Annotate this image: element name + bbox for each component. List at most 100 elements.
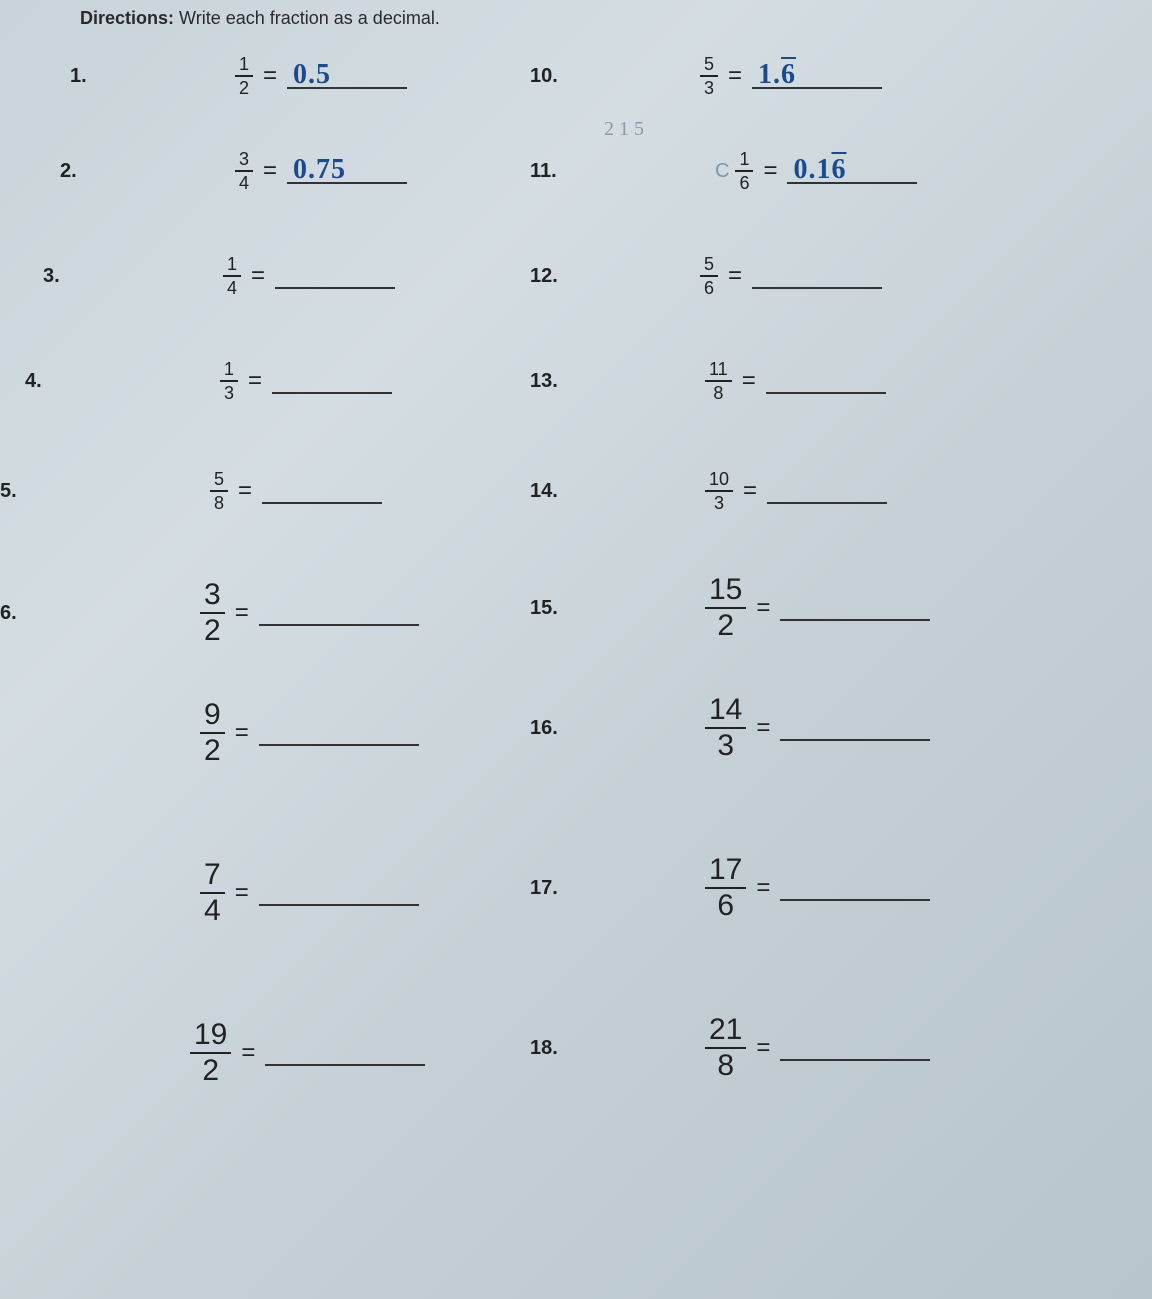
problem-number: 3. xyxy=(43,265,83,288)
answer-blank[interactable] xyxy=(262,478,382,504)
equals-sign: = xyxy=(235,879,249,907)
equals-sign: = xyxy=(728,62,742,90)
numerator: 1 xyxy=(735,150,753,172)
problem-number: 10. xyxy=(530,65,575,88)
answer-blank[interactable] xyxy=(272,368,392,394)
fraction: 5 8 xyxy=(210,470,228,512)
numerator: 5 xyxy=(700,255,718,277)
problem: 4. 1 3 = xyxy=(25,360,392,402)
denominator: 3 xyxy=(700,77,718,97)
denominator: 8 xyxy=(713,1049,738,1081)
numerator: 14 xyxy=(705,695,746,729)
numerator: 17 xyxy=(705,855,746,889)
equals-sign: = xyxy=(241,1039,255,1067)
directions-text: Write each fraction as a decimal. xyxy=(179,8,440,28)
equals-sign: = xyxy=(742,367,756,395)
answer-blank[interactable] xyxy=(259,600,419,626)
fraction: 11 8 xyxy=(705,360,732,402)
fraction: 21 8 xyxy=(705,1015,746,1081)
numerator: 1 xyxy=(223,255,241,277)
problem: 11. C 1 6 = 0.16 xyxy=(530,150,917,192)
problem: 13. 11 8 = xyxy=(530,360,886,402)
numerator: 9 xyxy=(200,700,225,734)
denominator: 2 xyxy=(713,609,738,641)
answer-blank[interactable]: 1.6 xyxy=(752,63,882,89)
fraction: 1 6 xyxy=(735,150,753,192)
equals-sign: = xyxy=(251,262,265,290)
denominator: 4 xyxy=(200,894,225,926)
fraction: 5 3 xyxy=(700,55,718,97)
fraction: 3 2 xyxy=(200,580,225,646)
directions: Directions: Write each fraction as a dec… xyxy=(80,8,440,29)
numerator: 10 xyxy=(705,470,733,492)
equals-sign: = xyxy=(743,477,757,505)
answer-blank[interactable] xyxy=(780,875,930,901)
fraction: 1 3 xyxy=(220,360,238,402)
answer-blank[interactable] xyxy=(275,263,395,289)
handwritten-answer: 0.16 xyxy=(793,154,846,186)
problem: 12. 5 6 = xyxy=(530,255,882,297)
directions-label: Directions: xyxy=(80,8,174,28)
handwritten-answer: 0.5 xyxy=(293,59,331,91)
answer-blank[interactable] xyxy=(766,368,886,394)
answer-blank[interactable] xyxy=(767,478,887,504)
denominator: 3 xyxy=(220,382,238,402)
answer-blank[interactable] xyxy=(259,720,419,746)
problem: 10. 5 3 = 1.6 xyxy=(530,55,882,97)
problem: 7 4 = xyxy=(0,860,419,926)
fraction: 3 4 xyxy=(235,150,253,192)
denominator: 8 xyxy=(210,492,228,512)
numerator: 7 xyxy=(200,860,225,894)
denominator: 3 xyxy=(713,729,738,761)
denominator: 8 xyxy=(709,382,727,402)
equals-sign: = xyxy=(756,1034,770,1062)
handwritten-answer: 0.75 xyxy=(293,154,346,186)
equals-sign: = xyxy=(235,599,249,627)
answer-blank[interactable] xyxy=(752,263,882,289)
denominator: 2 xyxy=(235,77,253,97)
problem-number: 11. xyxy=(530,160,575,183)
numerator: 19 xyxy=(190,1020,231,1054)
equals-sign: = xyxy=(235,719,249,747)
equals-sign: = xyxy=(263,157,277,185)
denominator: 4 xyxy=(223,277,241,297)
problem: 3. 1 4 = xyxy=(43,255,395,297)
fraction: 7 4 xyxy=(200,860,225,926)
numerator: 5 xyxy=(210,470,228,492)
answer-blank[interactable]: 0.16 xyxy=(787,158,917,184)
denominator: 2 xyxy=(198,1054,223,1086)
numerator: 5 xyxy=(700,55,718,77)
answer-blank[interactable] xyxy=(780,1035,930,1061)
numerator: 15 xyxy=(705,575,746,609)
fraction: 19 2 xyxy=(190,1020,231,1086)
problem-number: 17. xyxy=(530,877,575,900)
denominator: 6 xyxy=(735,172,753,192)
denominator: 2 xyxy=(200,614,225,646)
equals-sign: = xyxy=(263,62,277,90)
equals-sign: = xyxy=(756,874,770,902)
scratch-letter: C xyxy=(715,160,729,183)
problem: 9 2 = xyxy=(0,700,419,766)
scratch-marks: 2 1 5 xyxy=(604,118,644,141)
denominator: 6 xyxy=(713,889,738,921)
numerator: 1 xyxy=(235,55,253,77)
equals-sign: = xyxy=(248,367,262,395)
answer-blank[interactable] xyxy=(259,880,419,906)
fraction: 15 2 xyxy=(705,575,746,641)
fraction: 9 2 xyxy=(200,700,225,766)
answer-blank[interactable]: 0.75 xyxy=(287,158,407,184)
problem: 1. 1 2 = 0.5 xyxy=(70,55,407,97)
answer-blank[interactable]: 0.5 xyxy=(287,63,407,89)
handwritten-answer: 1.6 xyxy=(758,59,796,91)
answer-blank[interactable] xyxy=(780,595,930,621)
problem-number: 2. xyxy=(60,160,100,183)
problem-number: 14. xyxy=(530,480,575,503)
denominator: 4 xyxy=(235,172,253,192)
answer-blank[interactable] xyxy=(265,1040,425,1066)
equals-sign: = xyxy=(763,157,777,185)
problem: 2. 3 4 = 0.75 xyxy=(60,150,407,192)
denominator: 2 xyxy=(200,734,225,766)
fraction: 1 2 xyxy=(235,55,253,97)
answer-blank[interactable] xyxy=(780,715,930,741)
problem: 19 2 = xyxy=(0,1020,425,1086)
